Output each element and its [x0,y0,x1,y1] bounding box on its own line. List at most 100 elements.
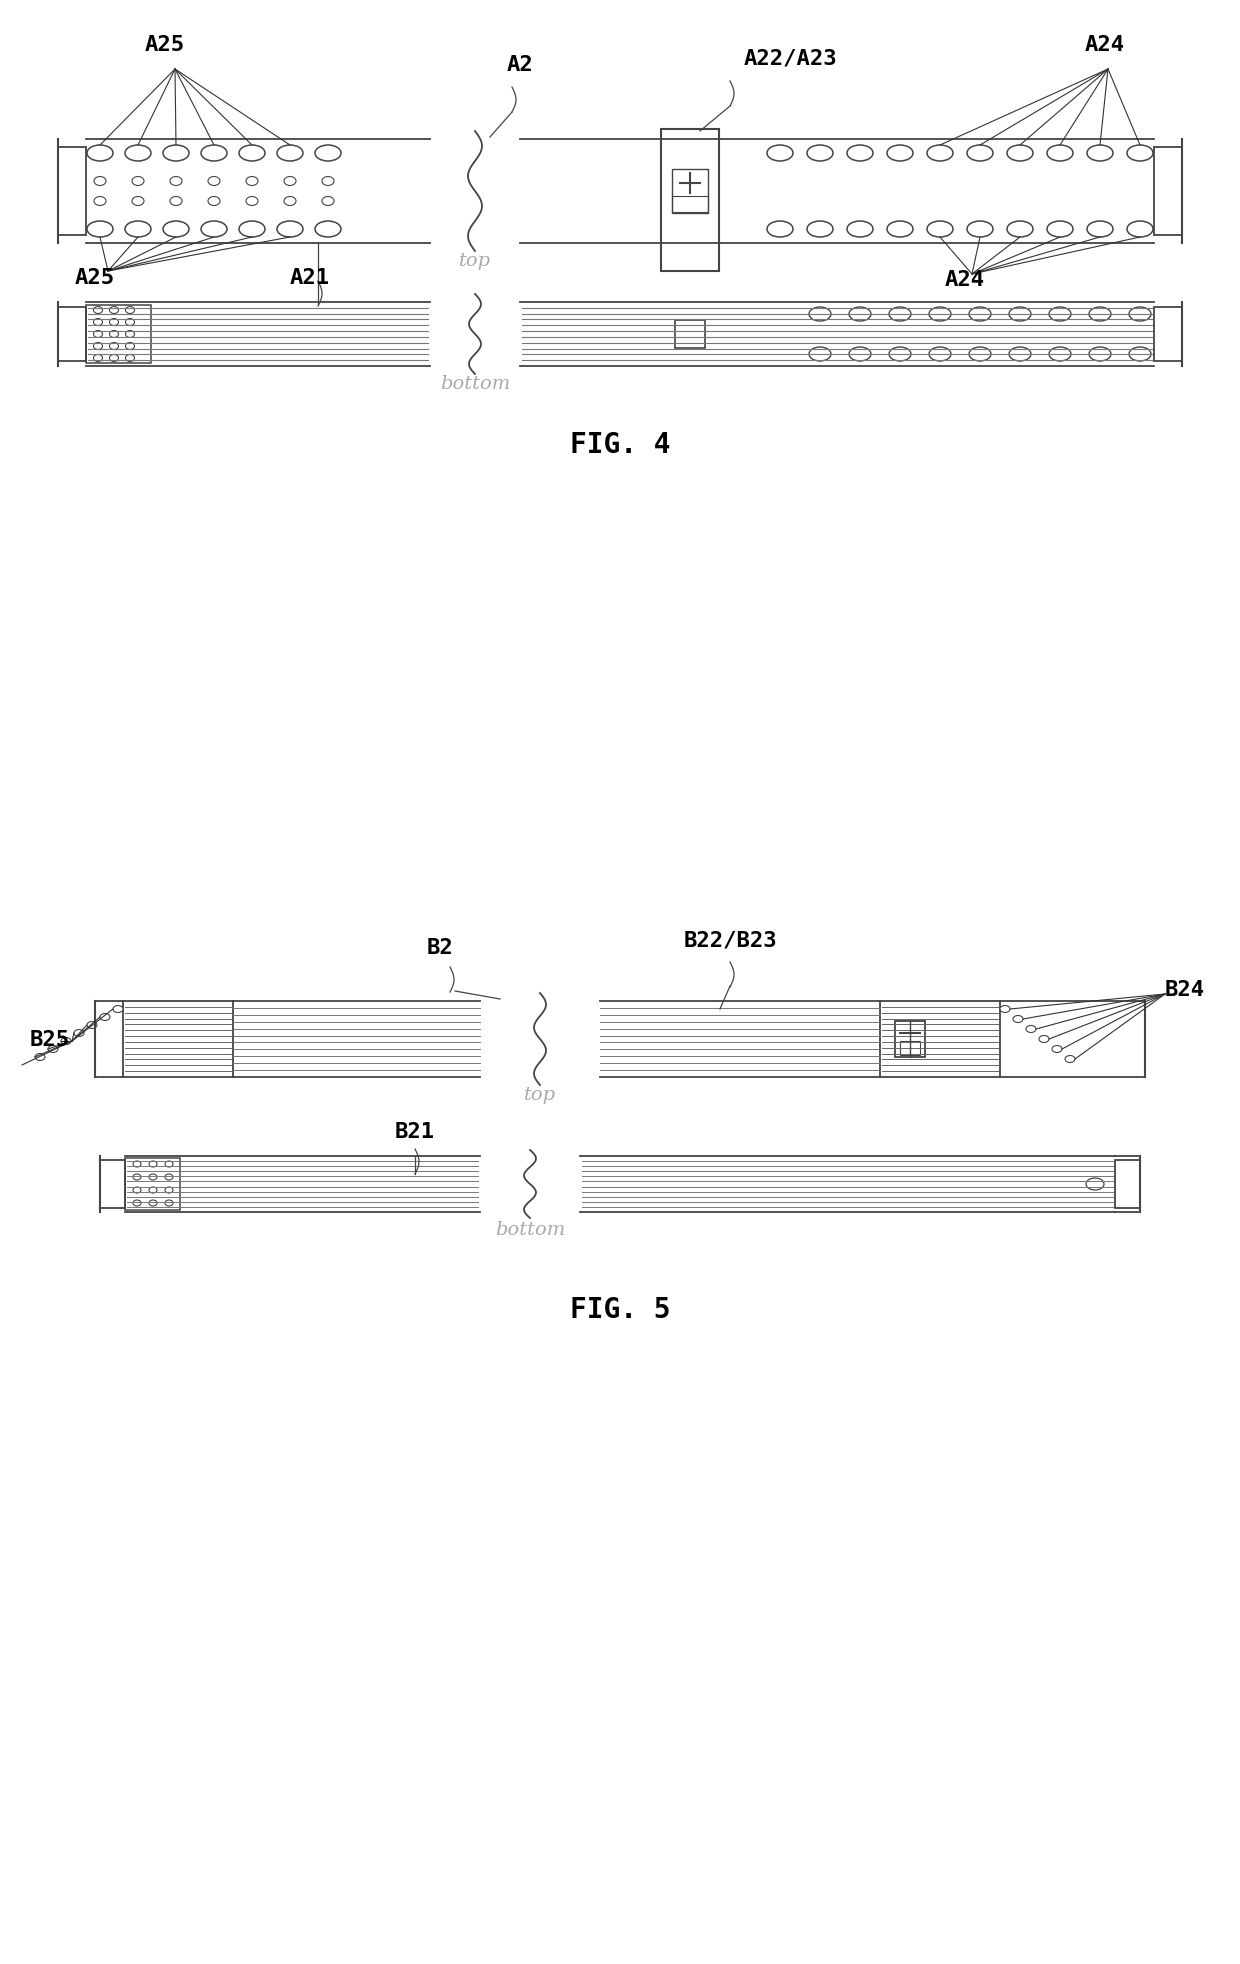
Bar [672,171,708,214]
Ellipse shape [165,1161,174,1167]
Text: A24: A24 [945,269,985,291]
Ellipse shape [928,222,954,238]
Bar [1154,308,1182,361]
Ellipse shape [109,332,119,338]
Bar [100,1161,125,1208]
Ellipse shape [968,348,991,361]
Ellipse shape [967,222,993,238]
Ellipse shape [133,1200,141,1206]
Ellipse shape [162,145,188,161]
Ellipse shape [1007,222,1033,238]
Text: B25: B25 [30,1029,69,1049]
Ellipse shape [94,198,105,206]
Ellipse shape [1089,348,1111,361]
Ellipse shape [201,222,227,238]
Ellipse shape [170,198,182,206]
Ellipse shape [808,348,831,361]
Ellipse shape [74,1029,84,1037]
Ellipse shape [93,355,103,361]
Ellipse shape [94,177,105,187]
Ellipse shape [1047,145,1073,161]
Ellipse shape [277,145,303,161]
Text: A21: A21 [290,267,330,289]
Ellipse shape [1052,1047,1061,1053]
Ellipse shape [93,344,103,350]
Ellipse shape [149,1188,157,1194]
Bar [895,1021,925,1057]
Ellipse shape [807,222,833,238]
Ellipse shape [1127,222,1153,238]
Ellipse shape [849,348,870,361]
Ellipse shape [847,145,873,161]
Text: B24: B24 [1166,980,1205,1000]
Text: B2: B2 [427,937,454,958]
Ellipse shape [1049,348,1071,361]
Ellipse shape [201,145,227,161]
Ellipse shape [887,145,913,161]
Ellipse shape [929,348,951,361]
Bar [86,306,151,363]
Ellipse shape [87,145,113,161]
Ellipse shape [808,308,831,322]
Ellipse shape [807,145,833,161]
Ellipse shape [768,145,794,161]
Ellipse shape [239,145,265,161]
Text: top: top [525,1086,556,1104]
Ellipse shape [928,145,954,161]
Ellipse shape [1065,1057,1075,1063]
Ellipse shape [284,198,296,206]
Ellipse shape [887,222,913,238]
Ellipse shape [1086,1178,1104,1190]
Ellipse shape [284,177,296,187]
Ellipse shape [239,222,265,238]
Ellipse shape [109,344,119,350]
Ellipse shape [929,308,951,322]
Ellipse shape [109,355,119,361]
Ellipse shape [133,1174,141,1180]
Ellipse shape [968,308,991,322]
Bar [672,196,708,212]
Bar [900,1041,920,1055]
Ellipse shape [1128,348,1151,361]
Ellipse shape [170,177,182,187]
Ellipse shape [93,306,103,314]
Ellipse shape [125,320,134,326]
Ellipse shape [125,145,151,161]
Ellipse shape [967,145,993,161]
Text: A22/A23: A22/A23 [743,47,837,69]
Text: A25: A25 [74,267,115,289]
Ellipse shape [87,222,113,238]
Ellipse shape [125,344,134,350]
Ellipse shape [1007,145,1033,161]
Ellipse shape [1049,308,1071,322]
Ellipse shape [1127,145,1153,161]
Ellipse shape [149,1200,157,1206]
Ellipse shape [61,1037,71,1045]
Ellipse shape [125,332,134,338]
Ellipse shape [1089,308,1111,322]
Ellipse shape [208,198,219,206]
Ellipse shape [208,177,219,187]
Ellipse shape [246,198,258,206]
Text: B21: B21 [394,1121,435,1141]
Ellipse shape [1087,222,1114,238]
Ellipse shape [109,306,119,314]
Text: B22/B23: B22/B23 [683,929,776,949]
Ellipse shape [149,1174,157,1180]
Bar [661,130,719,271]
Ellipse shape [149,1161,157,1167]
Ellipse shape [131,177,144,187]
Ellipse shape [889,308,911,322]
Text: A25: A25 [145,35,185,55]
Ellipse shape [277,222,303,238]
Ellipse shape [999,1006,1011,1013]
Ellipse shape [165,1174,174,1180]
Text: FIG. 5: FIG. 5 [569,1296,671,1324]
Ellipse shape [315,222,341,238]
Text: A24: A24 [1085,35,1125,55]
Bar [880,1002,999,1078]
Ellipse shape [1047,222,1073,238]
Ellipse shape [849,308,870,322]
Ellipse shape [162,222,188,238]
Text: A2: A2 [507,55,533,75]
